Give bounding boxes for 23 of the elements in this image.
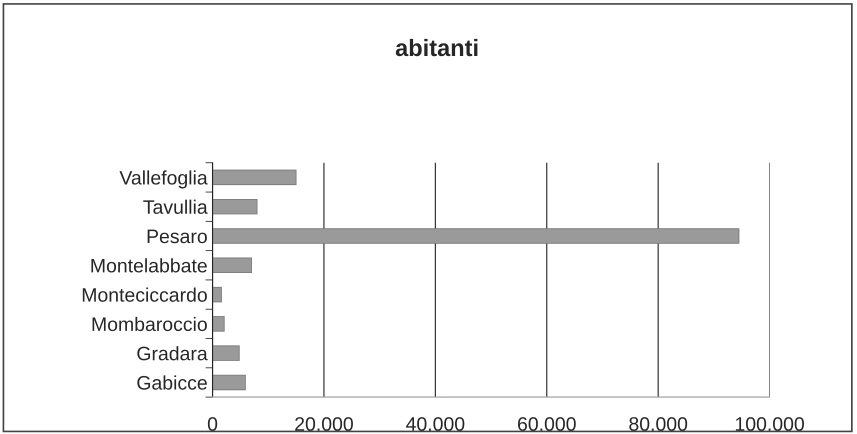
bar (212, 286, 222, 302)
bar (212, 316, 225, 332)
bar (212, 228, 740, 244)
y-tick-label: Gabicce (137, 375, 207, 390)
bar (212, 345, 240, 361)
y-tick-label: Vallefoglia (119, 170, 208, 188)
y-tick-label: Mombaroccio (92, 316, 207, 332)
bar (212, 170, 297, 186)
x-tick-label: 60.000 (518, 417, 576, 431)
x-tick-label: 80.000 (629, 417, 688, 431)
bar (212, 198, 258, 214)
x-tick-label: 20.000 (295, 417, 353, 431)
bar (212, 258, 252, 274)
chart-title: abitanti (396, 38, 478, 56)
x-tick-label: 40.000 (406, 417, 464, 431)
bar (212, 374, 246, 390)
x-tick-label: 0 (208, 417, 218, 431)
y-tick-label: Pesaro (148, 230, 207, 244)
y-tick-label: Gradara (137, 346, 208, 360)
x-tick-label: 100.000 (736, 417, 804, 431)
y-tick-label: Montelabbate (91, 258, 207, 273)
y-tick-label: Tavullia (143, 200, 208, 214)
y-tick-label: Monteciccardo (82, 288, 207, 302)
